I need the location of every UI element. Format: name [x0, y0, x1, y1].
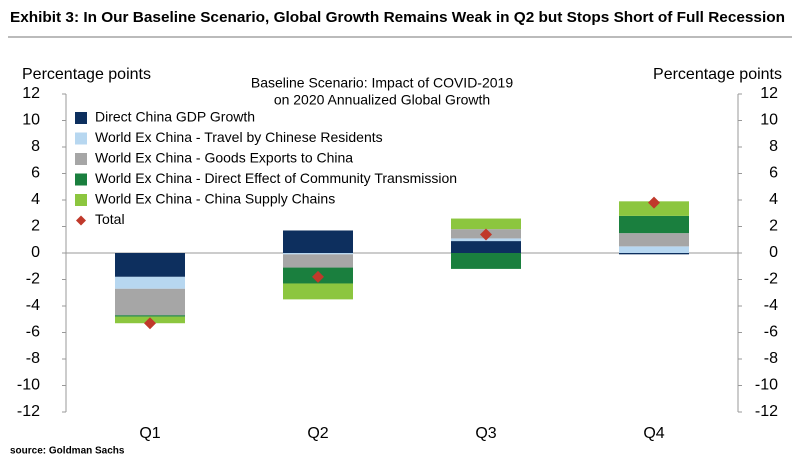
y-tick-label: 10 [22, 112, 40, 129]
y-tick-label: -6 [26, 324, 40, 341]
source: source: Goldman Sachs [10, 446, 125, 457]
legend-label: World Ex China - China Supply Chains [95, 191, 335, 207]
bar-segment [619, 246, 689, 253]
y-axis-label: Percentage points [22, 66, 151, 83]
bar-segment [451, 253, 521, 269]
bar-segment [283, 230, 353, 253]
bar-segment [619, 215, 689, 234]
legend-label: Total [95, 211, 125, 227]
legend-swatch [75, 194, 87, 206]
y2-tick-label: -2 [764, 271, 778, 288]
y-tick-label: -12 [17, 403, 40, 420]
y2-tick-label: 6 [769, 165, 778, 182]
y2-tick-label: 10 [760, 112, 778, 129]
y2-tick-label: -12 [755, 403, 778, 420]
bar-segment [619, 253, 689, 255]
y2-tick-label: -6 [764, 324, 778, 341]
y-tick-label: -4 [26, 297, 40, 314]
legend-swatch [75, 112, 87, 124]
y-tick-label: 12 [22, 85, 40, 102]
y2-tick-label: -4 [764, 297, 778, 314]
y2-tick-label: 12 [760, 85, 778, 102]
bar-segment [451, 218, 521, 230]
bar-segment [283, 253, 353, 255]
bar-segment [283, 254, 353, 268]
exhibit-title: Exhibit 3: In Our Baseline Scenario, Glo… [10, 9, 785, 26]
legend-marker [76, 215, 86, 226]
y2-tick-label: 0 [769, 244, 778, 261]
y2-tick-label: 2 [769, 218, 778, 235]
legend-swatch [75, 153, 87, 165]
bar-segment [115, 288, 185, 316]
total-marker [480, 228, 492, 241]
total-marker [144, 317, 156, 330]
bar-segment [115, 276, 185, 289]
total-marker [312, 270, 324, 283]
x-tick-label: Q2 [307, 425, 328, 442]
y-tick-label: -8 [26, 350, 40, 367]
bar-segment [115, 315, 185, 317]
y2-tick-label: 8 [769, 138, 778, 155]
legend-label: Direct China GDP Growth [95, 109, 255, 125]
y2-tick-label: -8 [764, 350, 778, 367]
y-tick-label: 4 [31, 191, 40, 208]
y-tick-label: -10 [17, 377, 40, 394]
x-tick-label: Q3 [475, 425, 496, 442]
total-marker [648, 196, 660, 209]
legend-label: World Ex China - Travel by Chinese Resid… [95, 129, 383, 145]
legend-swatch [75, 173, 87, 186]
bar-segment [283, 283, 353, 300]
y2-tick-label: -10 [755, 377, 778, 394]
legend-swatch [75, 132, 87, 145]
chart-title: on 2020 Annualized Global Growth [274, 92, 490, 108]
bar-segment [451, 241, 521, 253]
bar-segment [115, 253, 185, 277]
legend-label: World Ex China - Goods Exports to China [95, 150, 353, 166]
y-tick-label: 8 [31, 138, 40, 155]
y-tick-label: 2 [31, 218, 40, 235]
y2-tick-label: 4 [769, 191, 778, 208]
y2-axis-label: Percentage points [653, 66, 782, 83]
legend-label: World Ex China - Direct Effect of Commun… [95, 170, 457, 186]
bar-segment [619, 233, 689, 247]
y-tick-label: 0 [31, 244, 40, 261]
x-tick-label: Q1 [139, 425, 160, 442]
y-tick-label: -2 [26, 271, 40, 288]
chart-title: Baseline Scenario: Impact of COVID-2019 [251, 75, 513, 91]
x-tick-label: Q4 [643, 425, 664, 442]
y-tick-label: 6 [31, 165, 40, 182]
